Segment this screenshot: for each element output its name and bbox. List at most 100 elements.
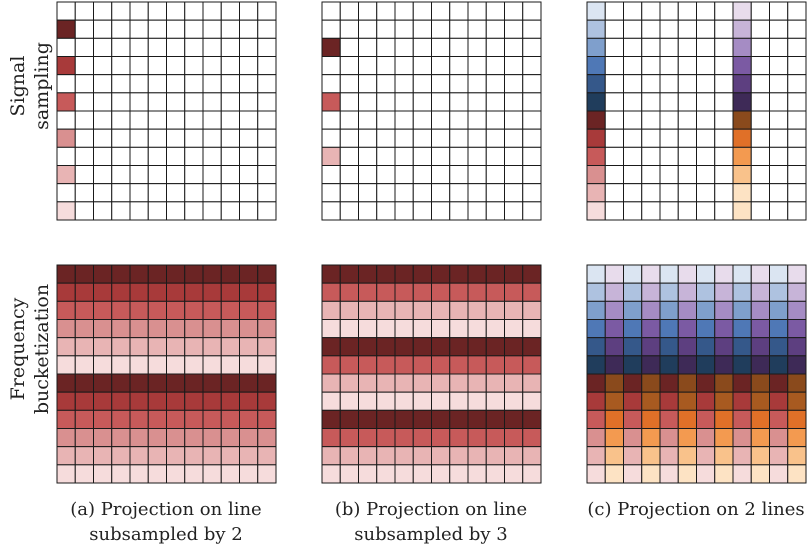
sample-cell (696, 128, 716, 148)
sample-cell (750, 92, 770, 112)
bucket-cell (485, 409, 505, 429)
sample-cell (467, 19, 487, 39)
sample-cell (376, 56, 396, 76)
bucket-cell (321, 428, 341, 448)
bucket-cell (202, 391, 222, 411)
sample-cell (586, 183, 606, 203)
bucket-cell (659, 391, 679, 411)
sample-cell (93, 92, 113, 112)
bucket-cell (74, 373, 94, 393)
sample-cell (750, 37, 770, 57)
sample-cell (623, 201, 643, 221)
bucket-cell (412, 373, 432, 393)
bucket-cell (93, 282, 113, 302)
sample-cell (431, 165, 451, 185)
sample-cell (659, 56, 679, 76)
bucket-cell (677, 446, 697, 466)
sample-cell (641, 37, 661, 57)
bucket-cell (129, 319, 149, 339)
sample-cell (522, 110, 542, 130)
sample-cell (111, 201, 131, 221)
bucket-cell (586, 300, 606, 320)
bucket-cell (111, 391, 131, 411)
bucket-cell (202, 300, 222, 320)
bucket-cell (220, 337, 240, 357)
row-label-line2: bucketization (31, 283, 53, 415)
sample-cell (220, 56, 240, 76)
bucket-cell (641, 446, 661, 466)
bucket-cell (321, 355, 341, 375)
sample-cell (358, 183, 378, 203)
sample-cell (467, 183, 487, 203)
sample-cell (239, 56, 259, 76)
sample-cell (787, 128, 807, 148)
sample-cell (129, 19, 149, 39)
bucket-cell (202, 428, 222, 448)
bucket-cell (604, 446, 624, 466)
bucket-cell (714, 446, 734, 466)
bucket-cell (696, 409, 716, 429)
sample-cell (732, 128, 752, 148)
bucket-cell (732, 391, 752, 411)
bucket-cell (184, 446, 204, 466)
bucket-cell (677, 409, 697, 429)
bucket-cell (604, 264, 624, 284)
sample-cell (623, 19, 643, 39)
sample-cell (750, 19, 770, 39)
panel-b-frequency-bucketization (321, 264, 542, 484)
bucket-cell (522, 282, 542, 302)
sample-cell (339, 110, 359, 130)
sample-cell (732, 165, 752, 185)
sample-cell (321, 74, 341, 94)
bucket-cell (485, 264, 505, 284)
sample-cell (449, 19, 469, 39)
bucket-cell (787, 409, 807, 429)
sample-cell (111, 128, 131, 148)
sample-cell (750, 110, 770, 130)
bucket-cell (394, 446, 414, 466)
bucket-cell (376, 264, 396, 284)
sample-cell (604, 165, 624, 185)
sample-cell (522, 37, 542, 57)
sample-cell (376, 183, 396, 203)
sample-cell (56, 165, 76, 185)
bucket-cell (769, 391, 789, 411)
sample-cell (467, 56, 487, 76)
bucket-cell (485, 464, 505, 484)
bucket-cell (376, 282, 396, 302)
sample-cell (376, 146, 396, 166)
bucket-cell (147, 282, 167, 302)
bucket-cell (504, 300, 524, 320)
bucket-cell (257, 355, 277, 375)
bucket-cell (239, 464, 259, 484)
bucket-cell (449, 428, 469, 448)
bucket-cell (750, 264, 770, 284)
bucket-cell (604, 337, 624, 357)
bucket-cell (696, 300, 716, 320)
sample-cell (129, 110, 149, 130)
sample-cell (184, 110, 204, 130)
bucket-cell (358, 319, 378, 339)
bucket-cell (431, 446, 451, 466)
bucket-cell (449, 300, 469, 320)
bucket-cell (522, 264, 542, 284)
sample-cell (184, 37, 204, 57)
bucket-cell (787, 464, 807, 484)
bucket-cell (220, 373, 240, 393)
bucket-cell (732, 264, 752, 284)
bucket-cell (339, 391, 359, 411)
sample-cell (769, 92, 789, 112)
bucket-cell (93, 300, 113, 320)
bucket-cell (522, 428, 542, 448)
sample-cell (604, 37, 624, 57)
bucket-cell (220, 428, 240, 448)
sample-cell (111, 19, 131, 39)
bucket-cell (467, 464, 487, 484)
sample-cell (485, 37, 505, 57)
bucket-cell (467, 282, 487, 302)
sample-cell (504, 183, 524, 203)
bucket-cell (485, 373, 505, 393)
sample-cell (623, 1, 643, 21)
bucket-cell (769, 319, 789, 339)
sample-cell (641, 19, 661, 39)
